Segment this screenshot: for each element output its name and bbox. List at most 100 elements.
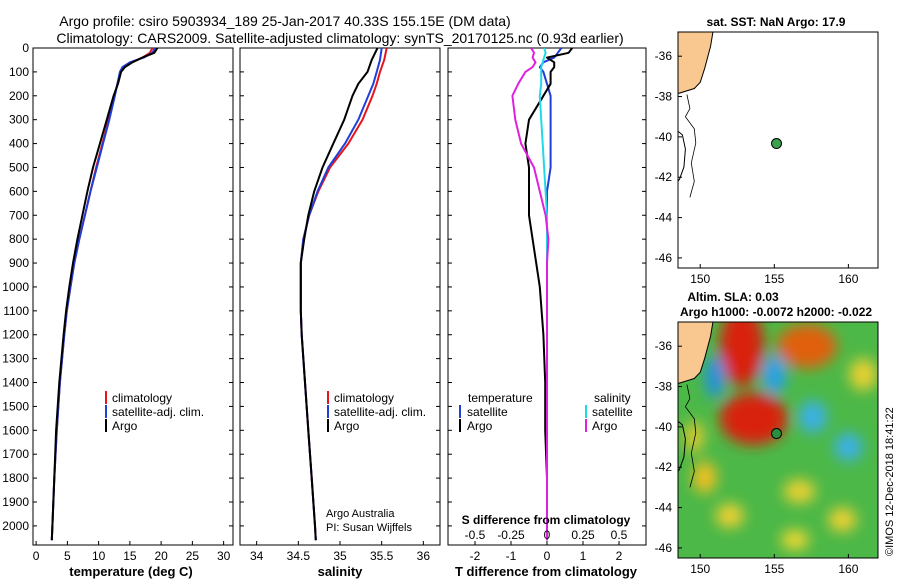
- temperature-xlabel: temperature (deg C): [69, 564, 193, 579]
- float-position-marker: [771, 428, 783, 440]
- depth-tick-label: 1500: [2, 399, 29, 413]
- map-ytick-label: -42: [655, 170, 673, 184]
- depth-tick-label: 1800: [2, 471, 29, 485]
- legend-temperature-title: temperature: [468, 391, 533, 405]
- temperature-panel-frame: [32, 47, 234, 546]
- temperature-series-climatology: [50, 48, 154, 541]
- depth-tick-label: 600: [9, 184, 29, 198]
- legend-t-satellite-label: satellite: [467, 405, 508, 419]
- depth-tick-label: 200: [9, 89, 29, 103]
- difference-series-s-argo: [511, 48, 550, 541]
- salinity-series-argo: [299, 48, 379, 541]
- legend-satellite-label: satellite-adj. clim.: [112, 405, 204, 419]
- legend-s-argo-label: Argo: [592, 419, 618, 433]
- sla-anomaly: [692, 461, 717, 494]
- sla-anomaly: [849, 358, 878, 391]
- map-ytick-label: -36: [655, 49, 673, 63]
- coast-tasmania: [678, 420, 686, 473]
- map-ytick-label: -38: [655, 90, 673, 104]
- depth-tick-label: 1600: [2, 423, 29, 437]
- depth-tick-label: 1400: [2, 376, 29, 390]
- depth-tick-label: 1300: [2, 352, 29, 366]
- sst-background: [678, 32, 878, 268]
- depth-tick-labels: 0 100 200 300 400 500 600 700 800 900 1000 1100 1200…: [2, 41, 646, 533]
- difference-s-xtick-label: 0: [544, 528, 551, 542]
- depth-tick-label: 300: [9, 113, 29, 127]
- salinity-plot: 34 34.5 35 35.5 36: [250, 48, 430, 563]
- sla-anomaly: [719, 392, 788, 445]
- temperature-xtick-label: 5: [64, 549, 71, 563]
- map-ytick-label: -46: [655, 541, 673, 555]
- difference-s-xtick-label: 0.25: [571, 528, 595, 542]
- salinity-xtick-label: 34: [250, 549, 264, 563]
- sla-anomaly: [684, 420, 705, 453]
- difference-s-xtick-label: -0.5: [465, 528, 486, 542]
- map-ytick-label: -38: [655, 380, 673, 394]
- depth-tick-label: 1200: [2, 328, 29, 342]
- sst-map-frame: [677, 31, 879, 269]
- temperature-xtick-label: 15: [123, 549, 137, 563]
- sla-anomaly: [719, 322, 764, 387]
- sla-map-title-line2: Argo h1000: -0.0072 h2000: -0.022: [680, 305, 872, 319]
- map-xtick-label: 150: [690, 562, 710, 576]
- sla-anomaly: [762, 354, 787, 395]
- map-ytick-label: -44: [655, 501, 673, 515]
- difference-xtick-label: -2: [470, 549, 481, 563]
- figure-title-line2: Climatology: CARS2009. Satellite-adjuste…: [56, 30, 623, 46]
- map-ytick-label: -40: [655, 420, 673, 434]
- map-ytick-label: -36: [655, 339, 673, 353]
- map-xtick-label: 150: [690, 272, 710, 286]
- depth-tick-label: 2000: [2, 519, 29, 533]
- legend-s-satellite-label: satellite: [592, 405, 633, 419]
- temperature-xtick-label: 0: [33, 549, 40, 563]
- difference-xtick-label: 1: [580, 549, 587, 563]
- temperature-xtick-label: 25: [186, 549, 200, 563]
- float-position-marker: [771, 138, 783, 150]
- depth-tick-label: 1700: [2, 447, 29, 461]
- difference-series-t-satellite: [538, 48, 563, 541]
- depth-tick-label: 400: [9, 137, 29, 151]
- depth-tick-label: 1000: [2, 280, 29, 294]
- map-ytick-label: -40: [655, 130, 673, 144]
- sla-anomaly: [705, 354, 726, 399]
- sla_map-clip: [678, 322, 878, 558]
- depth-tick-label: 700: [9, 208, 29, 222]
- legend-argo-label: Argo: [112, 419, 138, 433]
- sst-map: 150 155 160 -36 -38 -40 -42 -44 -46: [655, 32, 878, 286]
- difference-xlabel-top: S difference from climatology: [462, 513, 631, 527]
- coast-contour: [684, 94, 697, 198]
- sla-anomaly: [798, 400, 827, 433]
- depth-tick-label: 500: [9, 160, 29, 174]
- sla-map-title-line1: Altim. SLA: 0.03: [687, 290, 779, 304]
- figure-title-line1: Argo profile: csiro 5903934_189 25-Jan-2…: [59, 13, 510, 29]
- legend-climatology-label: climatology: [112, 391, 172, 405]
- difference-legend: temperature satellite Argo salinity sate…: [459, 391, 633, 433]
- salinity-xlabel: salinity: [318, 564, 364, 579]
- map-ytick-label: -46: [655, 251, 673, 265]
- temperature-plot: 0 5 10 15 20 25 30: [33, 48, 231, 563]
- depth-tick-label: 100: [9, 65, 29, 79]
- difference-plot: -2 -1 0 1 2 -0.5 -0.25 0 0.25 0.5: [465, 48, 628, 563]
- map-xtick-label: 155: [764, 272, 784, 286]
- legend-argo-label: Argo: [334, 419, 360, 433]
- difference-series-group: [511, 48, 574, 541]
- temperature-xtick-label: 20: [154, 549, 168, 563]
- salinity-xtick-label: 36: [417, 549, 431, 563]
- sla-anomaly: [828, 507, 857, 532]
- map-xtick-label: 160: [838, 272, 858, 286]
- temperature-legend: climatology satellite-adj. clim. Argo: [105, 391, 204, 433]
- salinity-legend: climatology satellite-adj. clim. Argo Ar…: [326, 391, 426, 534]
- sla-anomaly-blobs: [684, 322, 878, 550]
- difference-xtick-label: 0: [544, 549, 551, 563]
- depth-tick-label: 1900: [2, 495, 29, 509]
- temperature-series-argo: [50, 48, 159, 541]
- depth-tick-label: 1100: [3, 304, 29, 318]
- depth-tick-label: 0: [22, 41, 29, 55]
- temperature-series-satellite-adj-clim-: [50, 48, 156, 541]
- sla-map: 150 155 160 -36 -38 -40 -42 -44 -46: [655, 322, 878, 576]
- map-xtick-label: 155: [764, 562, 784, 576]
- difference-s-xtick-label: 0.5: [611, 528, 628, 542]
- difference-series-t-argo: [524, 48, 574, 541]
- salinity-xtick-label: 35: [333, 549, 347, 563]
- depth-tick-label: 800: [9, 232, 29, 246]
